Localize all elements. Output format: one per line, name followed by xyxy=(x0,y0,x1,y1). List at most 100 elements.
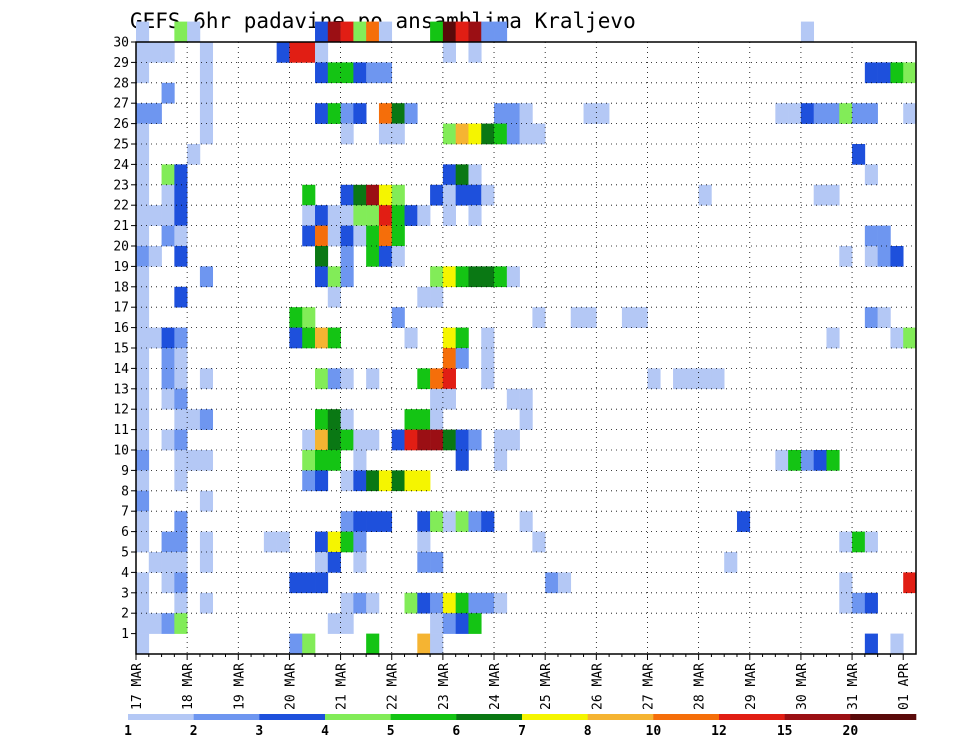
heatmap-cell xyxy=(289,327,303,349)
y-tick-label: 13 xyxy=(113,382,129,397)
heatmap-cell xyxy=(327,613,341,634)
y-tick-label: 15 xyxy=(113,342,129,357)
heatmap-cell xyxy=(199,123,214,145)
heatmap-cell xyxy=(378,21,393,43)
heatmap-cell xyxy=(532,123,546,145)
heatmap-cell xyxy=(800,103,815,124)
heatmap-cell xyxy=(711,368,725,390)
heatmap-cell xyxy=(545,572,559,594)
colorbar-swatch xyxy=(390,714,457,720)
heatmap-cell xyxy=(136,184,150,206)
heatmap-cell xyxy=(468,511,482,532)
heatmap-cell xyxy=(340,62,354,84)
y-tick-label: 2 xyxy=(121,607,129,622)
y-tick-label: 11 xyxy=(113,423,129,438)
heatmap-cell xyxy=(430,552,444,573)
y-tick-label: 5 xyxy=(121,546,129,561)
heatmap-cell xyxy=(404,205,418,226)
heatmap-cell xyxy=(315,531,329,553)
heatmap-cell xyxy=(506,266,520,288)
heatmap-cell xyxy=(174,327,188,349)
heatmap-cell xyxy=(161,82,175,104)
heatmap-cell xyxy=(315,327,329,349)
heatmap-cell xyxy=(442,327,456,349)
heatmap-cell xyxy=(136,572,150,594)
heatmap-cell xyxy=(136,286,150,308)
colorbar-swatch xyxy=(128,714,194,720)
heatmap-cell xyxy=(136,368,150,390)
heatmap-cell xyxy=(788,450,802,471)
heatmap-cell xyxy=(161,388,175,410)
heatmap-cell xyxy=(442,164,456,186)
heatmap-cell xyxy=(353,205,367,226)
heatmap-cell xyxy=(174,613,188,634)
heatmap-cell xyxy=(877,225,891,247)
heatmap-cell xyxy=(340,511,354,532)
heatmap-cell xyxy=(813,184,827,206)
heatmap-cell xyxy=(199,490,214,512)
x-tick-label: 20 MAR xyxy=(283,663,298,710)
colorbar-swatch xyxy=(259,714,326,720)
heatmap-cell xyxy=(890,246,904,267)
heatmap-cell xyxy=(302,327,316,349)
heatmap-cell xyxy=(315,266,329,288)
heatmap-cell xyxy=(481,511,495,532)
heatmap-cell xyxy=(315,205,329,226)
heatmap-cell xyxy=(161,368,175,390)
heatmap-cell xyxy=(430,388,444,410)
heatmap-cell xyxy=(852,531,866,553)
heatmap-cell xyxy=(136,348,150,369)
heatmap-cell xyxy=(481,266,495,288)
heatmap-cell xyxy=(161,205,175,226)
heatmap-cell xyxy=(327,225,341,247)
heatmap-cell xyxy=(327,450,341,471)
colorbar-swatch xyxy=(719,714,785,720)
heatmap-cell xyxy=(161,42,175,63)
heatmap-cell xyxy=(852,144,866,165)
x-tick-label: 31 MAR xyxy=(846,663,861,710)
heatmap-cell xyxy=(724,552,738,573)
heatmap-cell xyxy=(315,42,329,63)
heatmap-cell xyxy=(199,266,214,288)
heatmap-cell xyxy=(455,511,469,532)
heatmap-cell xyxy=(417,511,431,532)
heatmap-cell xyxy=(340,429,354,451)
heatmap-cell xyxy=(391,123,405,145)
heatmap-cell xyxy=(174,429,188,451)
heatmap-cell xyxy=(826,184,840,206)
heatmap-cell xyxy=(161,184,175,206)
heatmap-cell xyxy=(187,21,201,43)
heatmap-cell xyxy=(353,470,367,492)
colorbar-swatch xyxy=(587,714,654,720)
grid-lines xyxy=(136,41,916,654)
heatmap-cell xyxy=(136,42,150,63)
heatmap-cell xyxy=(136,327,150,349)
heatmap-cell xyxy=(698,184,712,206)
heatmap-cell xyxy=(430,286,444,308)
colorbar-label: 2 xyxy=(190,724,198,739)
y-tick-label: 27 xyxy=(113,97,129,112)
heatmap-cell xyxy=(468,429,482,451)
heatmap-cell xyxy=(864,531,878,553)
heatmap-cell xyxy=(315,470,329,492)
colorbar-swatch xyxy=(522,714,588,720)
heatmap-cell xyxy=(136,388,150,410)
heatmap-cell xyxy=(136,490,150,512)
heatmap-cell xyxy=(353,552,367,573)
heatmap-cell xyxy=(378,103,393,124)
heatmap-cell xyxy=(199,531,214,553)
colorbar-label: 10 xyxy=(646,724,662,739)
heatmap-cell xyxy=(174,450,188,471)
colorbar-swatch xyxy=(784,714,851,720)
heatmap-cell xyxy=(378,62,393,84)
heatmap-cell xyxy=(174,246,188,267)
heatmap-cell xyxy=(494,429,508,451)
y-tick-label: 18 xyxy=(113,280,129,295)
heatmap-cell xyxy=(813,450,827,471)
heatmap-cell xyxy=(468,184,482,206)
heatmap-cell xyxy=(174,388,188,410)
y-tick-label: 10 xyxy=(113,444,129,459)
heatmap-cell xyxy=(353,225,367,247)
heatmap-cell xyxy=(506,123,520,145)
heatmap-cell xyxy=(417,286,431,308)
